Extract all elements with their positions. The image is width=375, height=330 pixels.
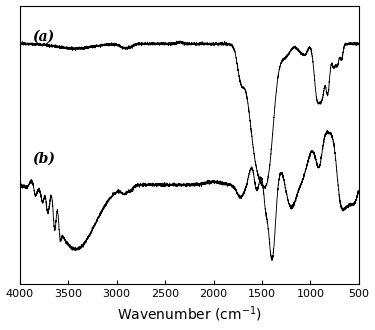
X-axis label: Wavenumber (cm$^{-1}$): Wavenumber (cm$^{-1}$) (117, 305, 262, 324)
Text: (b): (b) (32, 152, 55, 166)
Text: (a): (a) (32, 29, 54, 43)
